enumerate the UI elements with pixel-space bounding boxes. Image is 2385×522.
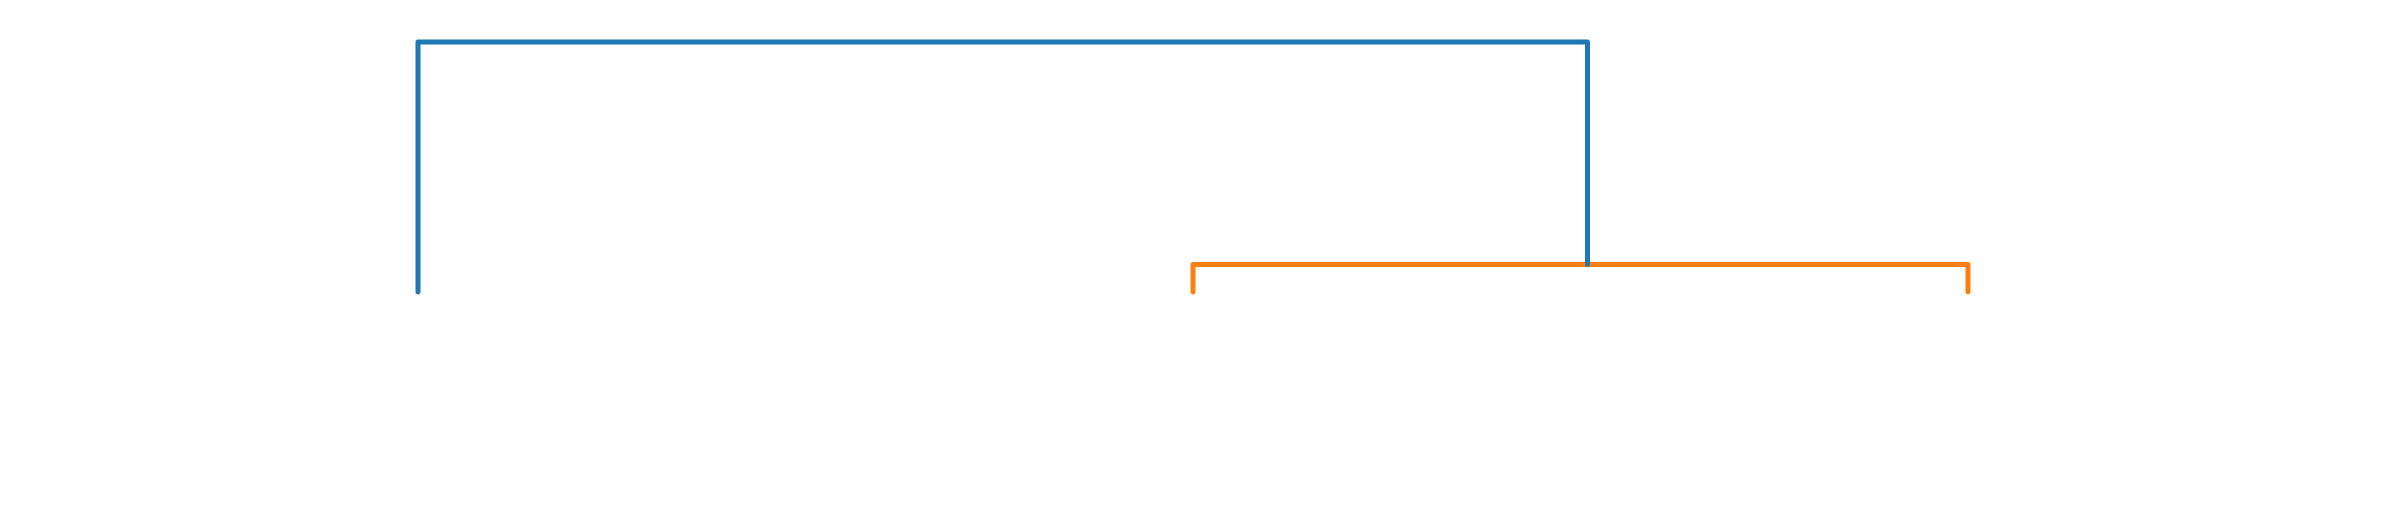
root-link — [415, 39, 1590, 295]
dendrogram-links — [415, 39, 1971, 295]
cluster-link — [1190, 262, 1971, 295]
